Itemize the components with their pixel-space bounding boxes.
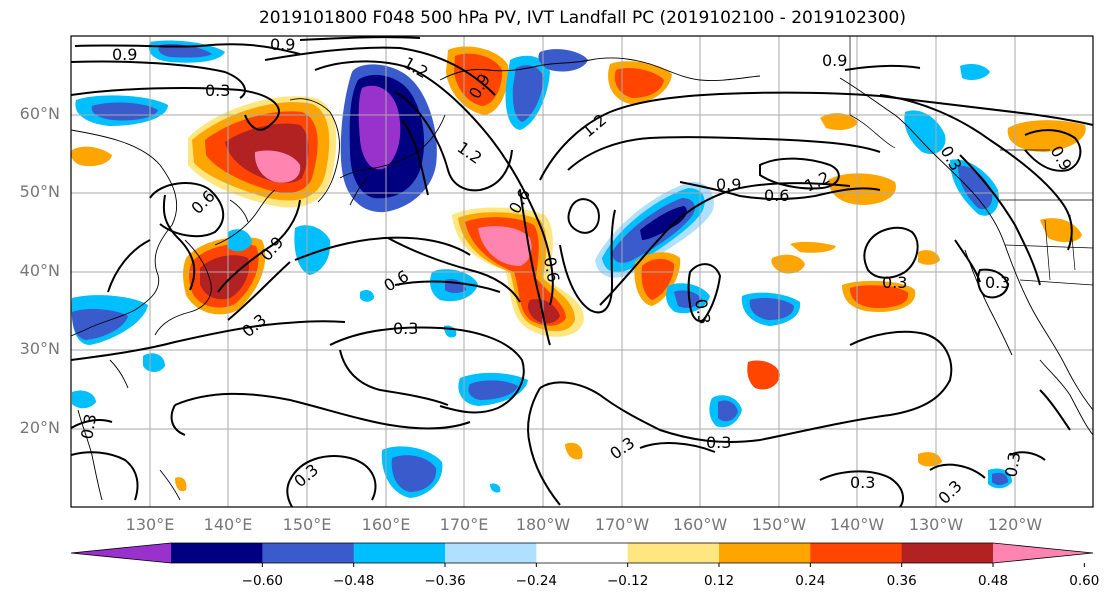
colorbar-tick-label: −0.36	[424, 573, 466, 589]
colorbar-segment	[810, 543, 903, 563]
positive-anomaly-okhotsk	[188, 96, 337, 208]
coastlines	[71, 57, 1093, 501]
lon-label-180w: 180°W	[515, 515, 571, 534]
colorbar-outline	[70, 542, 1094, 564]
lat-label-30n: 30°N	[19, 339, 60, 358]
contour-label: 0.3	[1001, 450, 1024, 478]
contour-label: 0.9	[822, 51, 847, 70]
lon-label-150w: 150°W	[751, 515, 807, 534]
graticule	[71, 36, 1093, 507]
lon-label-170e: 170°E	[439, 515, 489, 534]
contour-label: 0.9	[716, 175, 741, 194]
contour-label: 0.3	[205, 81, 230, 100]
negative-anomaly-bering	[340, 64, 437, 213]
contour-label: 0.9	[112, 45, 137, 64]
colorbar-segment	[901, 543, 994, 563]
pv-contours	[71, 36, 1093, 507]
contour-label: 0.3	[882, 273, 907, 292]
lon-label-130w: 130°W	[908, 515, 964, 534]
lat-label-50n: 50°N	[19, 182, 60, 201]
lon-label-140e: 140°E	[203, 515, 253, 534]
contour-label: 0.3	[850, 473, 875, 492]
colorbar-tick-label: 0.48	[977, 573, 1009, 589]
map-frame	[70, 35, 1094, 508]
lon-label-120w: 120°W	[987, 515, 1043, 534]
lat-label-20n: 20°N	[19, 418, 60, 437]
colorbar-segment	[719, 543, 811, 563]
contour-label: 0.3	[393, 319, 418, 338]
colorbar-segment	[627, 543, 720, 563]
lon-label-160e: 160°E	[361, 515, 411, 534]
lat-label-40n: 40°N	[19, 261, 60, 280]
colorbar-tick-label: 0.12	[703, 573, 735, 589]
colorbar-tick-label: −0.24	[515, 573, 558, 589]
colorbar-extend-max	[993, 543, 1093, 563]
contour-label: 0.3	[985, 273, 1010, 292]
colorbar-extend-min	[71, 543, 171, 563]
colorbar-segment	[262, 543, 355, 563]
contour-label: 0.3	[77, 412, 100, 440]
lon-label-140w: 140°W	[829, 515, 885, 534]
colorbar-tick-label: −0.48	[332, 573, 375, 589]
colorbar-segment	[536, 543, 629, 563]
lon-label-170w: 170°W	[594, 515, 650, 534]
colorbar-segment	[353, 543, 446, 563]
map-title: 2019101800 F048 500 hPa PV, IVT Landfall…	[258, 8, 906, 28]
map-plot-area: 0.9 0.3 1.2 0.9 1.2 0.6 1.2 0.9 0.6 0.9 …	[71, 35, 1093, 507]
lat-label-60n: 60°N	[19, 104, 60, 123]
colorbar-tick-label: 0.60	[1069, 573, 1100, 589]
contour-label: 0.3	[691, 297, 714, 325]
colorbar-segment	[171, 543, 263, 563]
lon-label-150e: 150°E	[282, 515, 332, 534]
colorbar	[70, 542, 1094, 567]
lon-label-160w: 160°W	[672, 515, 728, 534]
colorbar-tick-label: −0.60	[241, 573, 284, 589]
colorbar-tick-label: 0.36	[886, 573, 917, 589]
negative-anomaly-scattered	[71, 40, 1012, 498]
colorbar-tick-label: 0.24	[795, 573, 826, 589]
contour-label: 0.6	[540, 255, 563, 283]
lon-label-130e: 130°E	[125, 515, 175, 534]
positive-anomaly-japan	[71, 146, 266, 315]
contour-label: 0.6	[764, 186, 789, 205]
colorbar-segment	[445, 543, 537, 563]
contour-label: 0.9	[270, 35, 295, 54]
negative-anomaly-gulf-band	[595, 181, 714, 278]
colorbar-tick-label: −0.12	[606, 573, 649, 589]
contour-label: 0.3	[706, 433, 731, 452]
